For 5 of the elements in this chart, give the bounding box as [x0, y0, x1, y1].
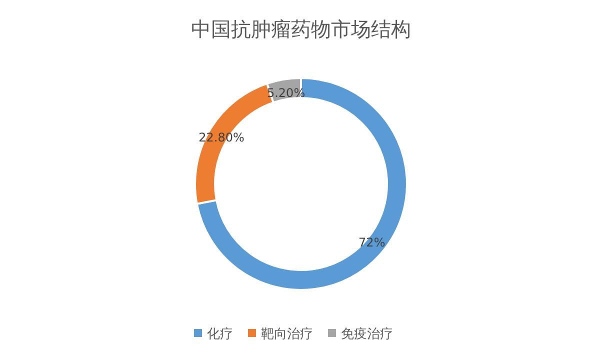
chart-title: 中国抗肿瘤药物市场结构: [191, 17, 411, 41]
donut-slice: [196, 77, 408, 291]
legend-label: 化疗: [207, 327, 233, 342]
legend-label: 靶向治疗: [261, 327, 313, 342]
legend-label: 免疫治疗: [341, 327, 393, 342]
